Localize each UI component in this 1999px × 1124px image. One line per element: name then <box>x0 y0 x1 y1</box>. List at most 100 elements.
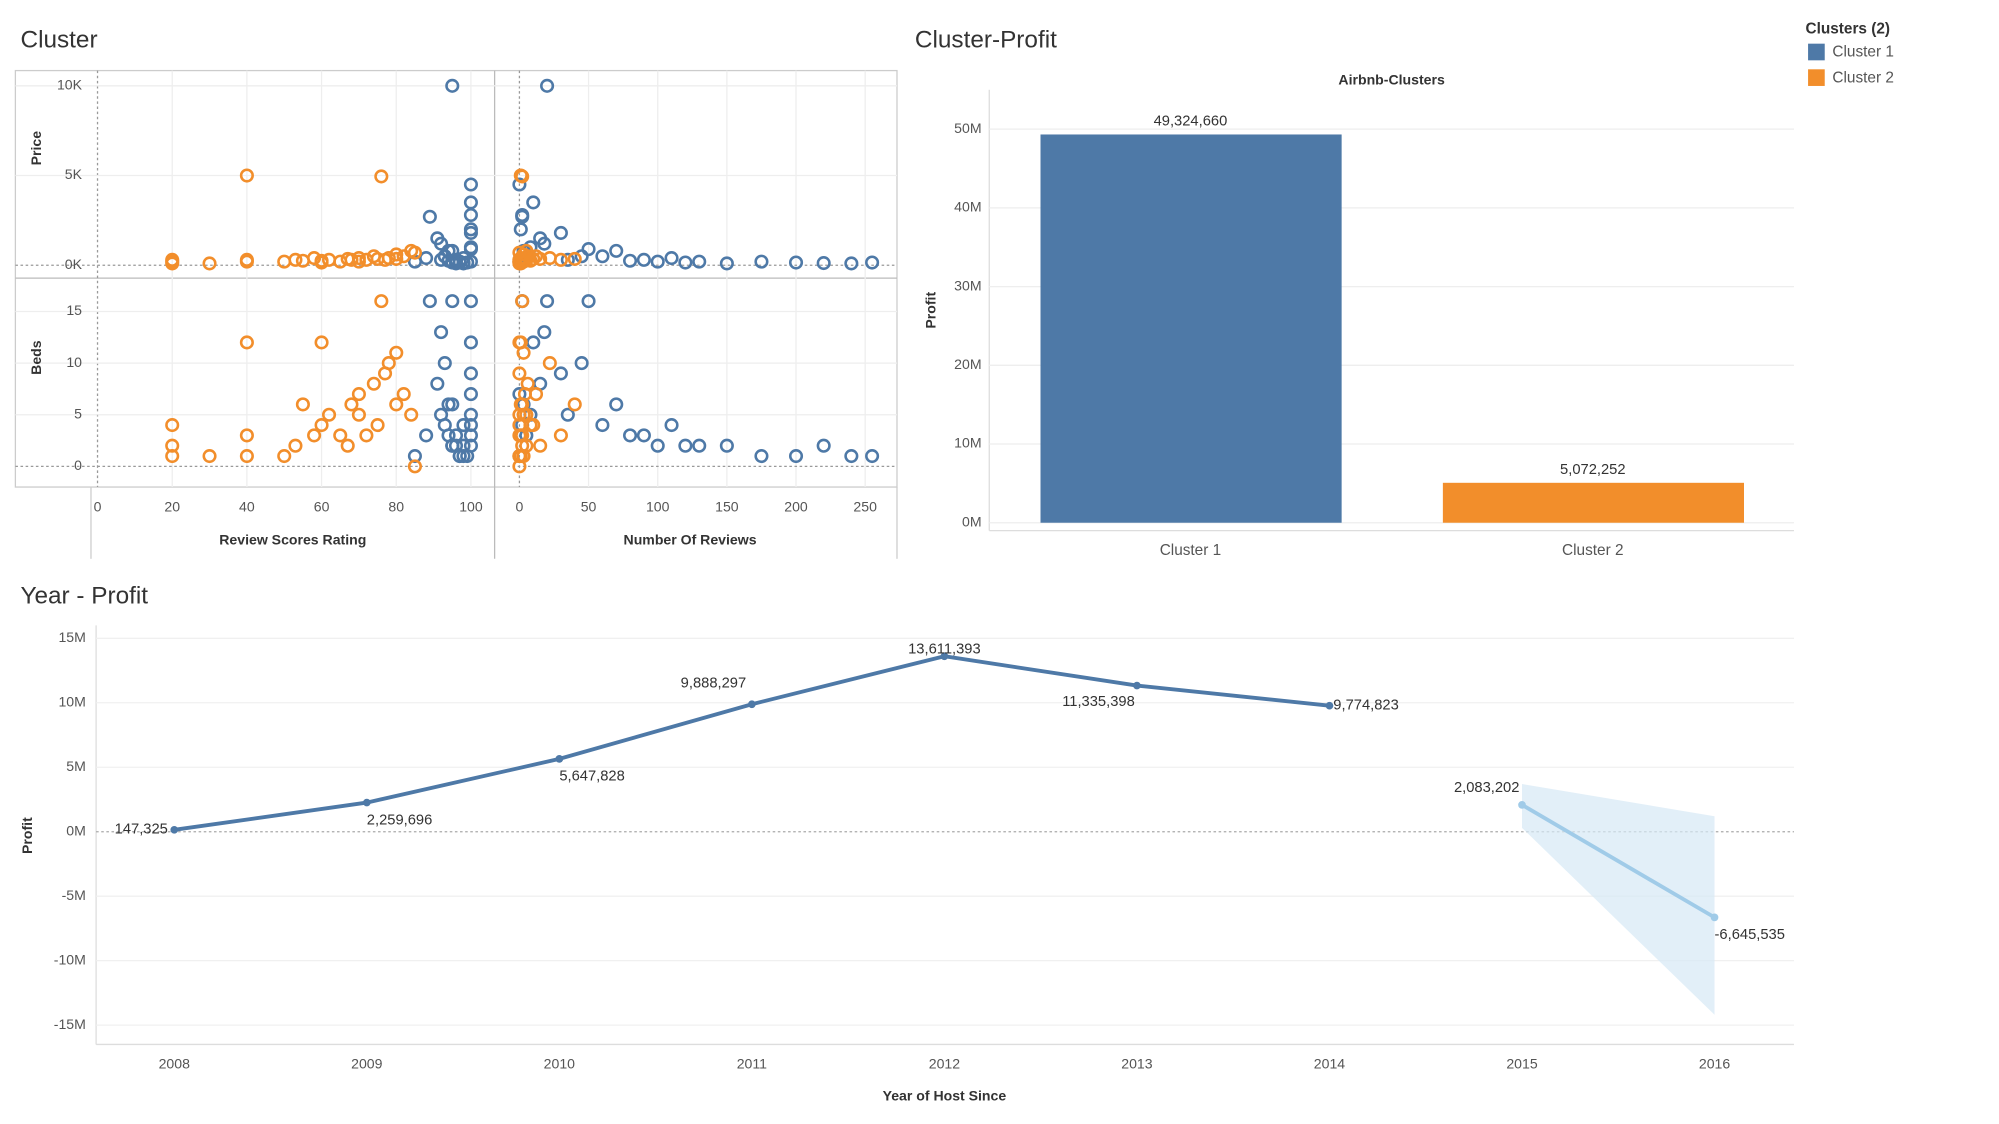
point <box>288 252 303 267</box>
point <box>370 418 385 433</box>
x-tick-label: 80 <box>388 498 404 514</box>
point <box>463 438 478 453</box>
point <box>844 256 859 271</box>
point <box>434 236 449 251</box>
point <box>407 245 422 260</box>
x-axis-label: Year of Host Since <box>883 1088 1007 1104</box>
bar <box>1442 482 1744 523</box>
x-tick-label: 0 <box>94 498 102 514</box>
point <box>553 366 568 381</box>
x-tick-label: 2011 <box>737 1056 767 1072</box>
point <box>456 251 471 266</box>
x-tick-label: 2013 <box>1121 1056 1152 1072</box>
point <box>321 252 337 267</box>
point <box>515 209 530 224</box>
point <box>623 253 638 268</box>
point <box>542 251 557 266</box>
point <box>359 428 374 443</box>
x-tick-label: 2009 <box>351 1056 382 1072</box>
legend-label: Cluster 1 <box>1832 44 1893 61</box>
point <box>381 251 396 266</box>
point <box>374 294 389 309</box>
point <box>165 449 180 464</box>
y-tick-label: 0 <box>74 457 82 473</box>
point <box>567 251 582 266</box>
point <box>678 438 693 453</box>
point <box>374 169 389 184</box>
panel-frame <box>14 69 898 488</box>
value-label: 2,083,202 <box>1454 780 1519 796</box>
point <box>165 256 180 271</box>
value-label: 9,888,297 <box>681 676 746 692</box>
point <box>581 294 596 309</box>
point <box>515 428 530 443</box>
point <box>295 397 310 412</box>
x-tick-label: 0 <box>515 498 523 514</box>
point <box>516 345 531 360</box>
point <box>463 177 478 192</box>
point <box>389 251 404 266</box>
y-tick-label: 40M <box>954 199 981 215</box>
point <box>788 255 804 270</box>
chart-title: Year - Profit <box>21 583 149 610</box>
y-tick-label: 0M <box>962 513 982 529</box>
point <box>463 240 478 255</box>
x-tick-label: 2016 <box>1699 1056 1730 1072</box>
point <box>664 418 679 433</box>
point <box>512 177 527 192</box>
point <box>456 418 471 433</box>
bar <box>1040 134 1342 523</box>
point <box>351 254 366 269</box>
point <box>664 251 679 266</box>
legend-swatch <box>1808 43 1825 61</box>
point <box>754 449 769 464</box>
point <box>314 418 329 433</box>
value-label: 147,325 <box>115 822 168 838</box>
point <box>389 247 404 262</box>
point <box>463 222 478 237</box>
y-tick-label: 10 <box>66 354 82 370</box>
x-tick-label: 2010 <box>544 1056 575 1072</box>
point <box>512 366 527 381</box>
y-tick-label: -15M <box>54 1016 86 1032</box>
point <box>351 407 366 422</box>
point <box>519 243 534 258</box>
point <box>448 428 464 443</box>
point <box>540 78 555 93</box>
value-label: 11,335,398 <box>1062 694 1135 710</box>
point <box>340 438 355 453</box>
x-axis-label: Number Of Reviews <box>624 532 757 548</box>
chart-title: Cluster-Profit <box>915 27 1057 54</box>
point <box>463 366 478 381</box>
point <box>419 428 434 443</box>
point <box>650 438 665 453</box>
y-tick-label: 0K <box>65 256 83 272</box>
point <box>1133 681 1141 690</box>
point <box>344 397 359 412</box>
point <box>389 397 404 412</box>
value-label: -6,645,535 <box>1715 927 1785 943</box>
y-tick-label: 10K <box>57 77 83 93</box>
point <box>239 254 254 269</box>
y-tick-label: 10M <box>58 694 85 710</box>
point <box>537 236 552 251</box>
point <box>567 397 582 412</box>
point <box>816 438 831 453</box>
point <box>448 252 464 267</box>
point <box>533 438 548 453</box>
point <box>1518 801 1526 809</box>
point <box>366 376 381 391</box>
point <box>512 459 527 474</box>
point <box>754 254 769 269</box>
y-tick-label: 50M <box>954 120 981 136</box>
y-axis-label: Price <box>28 131 44 166</box>
point <box>463 387 478 402</box>
point <box>396 387 411 402</box>
point <box>344 252 359 267</box>
y-tick-label: 10M <box>954 435 981 451</box>
y-tick-label: 5K <box>65 166 83 182</box>
point <box>307 428 322 443</box>
y-tick-label: 5M <box>66 758 86 774</box>
point <box>512 245 527 260</box>
y-tick-label: 15M <box>58 629 85 645</box>
